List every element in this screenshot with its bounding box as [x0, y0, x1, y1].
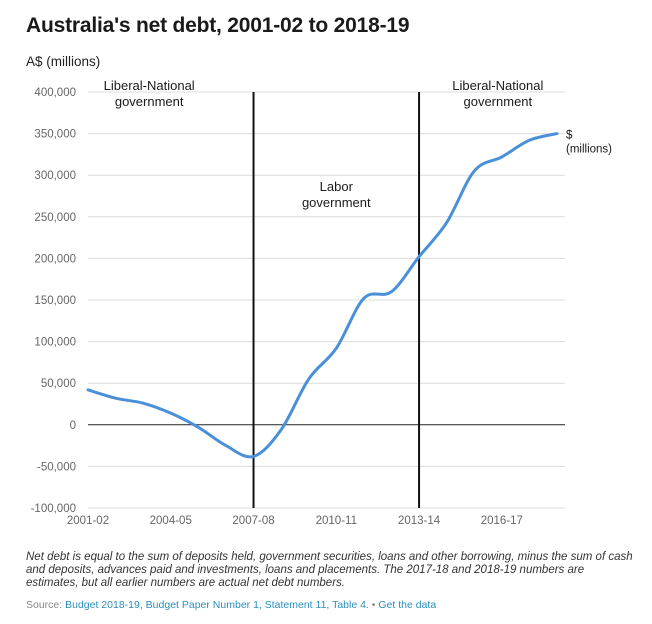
y-tick-label: -50,000: [37, 461, 76, 473]
source-link[interactable]: Budget 2018-19, Budget Paper Number 1, S…: [65, 599, 369, 611]
series-end-label: (millions): [566, 144, 612, 156]
government-annotation: Liberal-National: [452, 78, 543, 93]
x-tick-label: 2013-14: [398, 515, 441, 527]
x-tick-label: 2016-17: [481, 515, 523, 527]
government-annotation: government: [463, 94, 532, 109]
line-chart: -100,000 -50,000 0 50,000 100,000 150,000 200,…: [31, 78, 613, 527]
y-tick-label: -100,000: [31, 503, 76, 515]
y-tick-label: 50,000: [41, 378, 76, 390]
government-annotation: Liberal-National: [104, 78, 195, 93]
x-tick-label: 2010-11: [316, 515, 357, 527]
x-tick-label: 2007-08: [232, 515, 274, 527]
x-tick-label: 2004-05: [150, 515, 192, 527]
y-tick-label: 300,000: [34, 170, 76, 182]
y-tick-label: 150,000: [34, 295, 76, 307]
y-tick-label: 100,000: [34, 337, 76, 349]
series-end-label: $: [566, 130, 573, 142]
chart-notes: Net debt is equal to the sum of deposits…: [26, 551, 633, 589]
y-tick-label: 250,000: [34, 212, 76, 224]
y-tick-label: 400,000: [34, 87, 76, 99]
chart-title: Australia's net debt, 2001-02 to 2018-19: [26, 14, 410, 37]
government-annotation: government: [302, 195, 371, 210]
source-line: Source: Budget 2018-19, Budget Paper Num…: [26, 599, 436, 611]
y-tick-label: 350,000: [34, 129, 76, 141]
source-separator: •: [371, 599, 376, 611]
chart-subtitle: A$ (millions): [26, 54, 101, 69]
get-the-data-link[interactable]: Get the data: [378, 599, 437, 611]
series-line: [86, 132, 559, 459]
y-tick-label: 200,000: [34, 253, 76, 265]
government-annotation: government: [115, 94, 184, 109]
government-annotation: Labor: [320, 179, 354, 194]
y-tick-label: 0: [70, 420, 76, 432]
x-tick-label: 2001-02: [67, 515, 109, 527]
source-prefix: Source:: [26, 599, 63, 611]
